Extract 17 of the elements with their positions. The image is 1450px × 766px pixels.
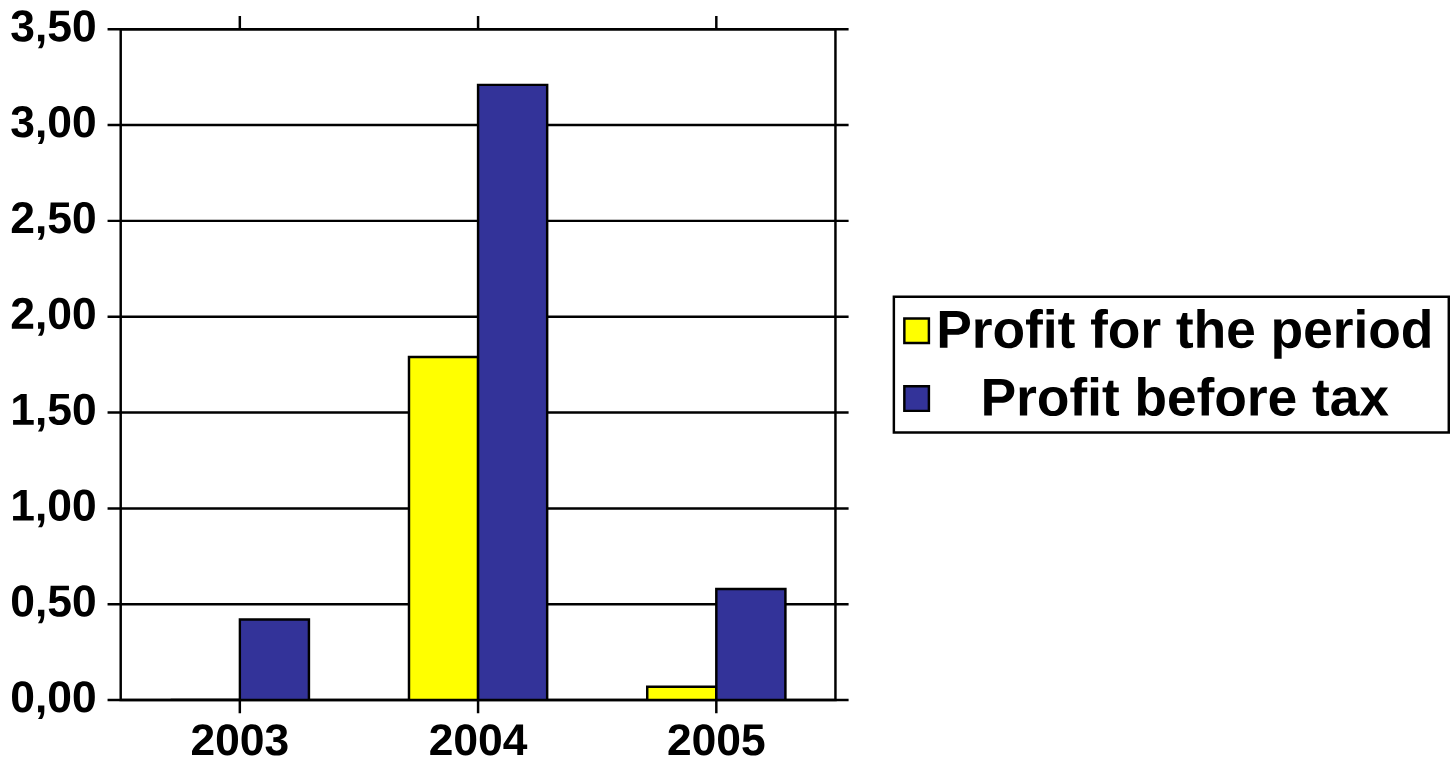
y-tick-label: 0,50 [12,585,95,624]
x-tick-label: 2003 [192,724,288,756]
legend-label: Profit before tax [984,376,1389,417]
bar [238,618,311,701]
y-tick-label: 2,00 [11,297,95,336]
y-tick-label: 1,50 [13,393,95,432]
y-tick-label: 3,00 [11,106,95,145]
y-tick-label: 2,50 [11,202,95,240]
y-tick-label: 1,00 [13,489,95,528]
bar [476,83,549,701]
y-tick-label: 3,50 [11,10,95,49]
x-tick-label: 2004 [430,724,528,756]
bar [715,587,787,701]
x-tick-label: 2005 [668,724,765,756]
legend-label: Profit for the period [939,309,1430,359]
bar [407,355,480,701]
y-tick-label: 0,00 [12,681,95,720]
